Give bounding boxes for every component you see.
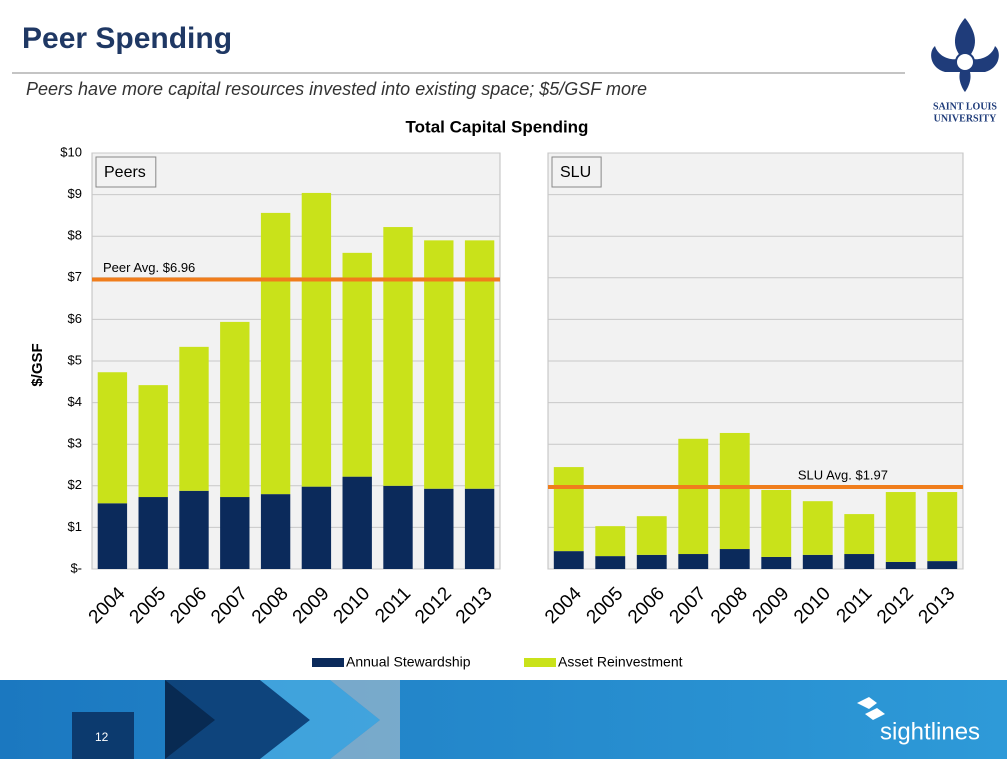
bar — [802, 501, 833, 555]
panel-label: Peers — [104, 164, 146, 181]
bar — [636, 516, 667, 555]
bar — [844, 554, 875, 569]
footer-banner: 12 sightlines — [0, 680, 1007, 759]
bar — [220, 497, 250, 569]
bar — [719, 432, 750, 550]
bar — [301, 192, 332, 487]
logo-text: UNIVERSITY — [934, 113, 998, 124]
bar — [97, 372, 128, 504]
bar — [885, 492, 916, 562]
bar — [678, 438, 709, 555]
legend-swatch — [312, 658, 344, 667]
y-tick-label: $2 — [68, 477, 82, 492]
university-logo: SAINT LOUIS UNIVERSITY — [931, 18, 999, 124]
y-tick-label: $8 — [68, 228, 82, 243]
y-tick-label: $10 — [60, 144, 82, 159]
legend-label: Annual Stewardship — [346, 654, 471, 670]
bar — [138, 497, 168, 569]
bar — [636, 554, 667, 569]
bar — [342, 252, 372, 477]
bar — [138, 385, 168, 498]
bar — [595, 556, 626, 569]
bar — [464, 488, 495, 569]
y-tick-label: $1 — [68, 519, 82, 534]
y-tick-label: $7 — [68, 269, 82, 284]
bar — [179, 490, 209, 569]
bar — [844, 514, 875, 555]
bar — [595, 526, 626, 557]
bar — [719, 549, 750, 569]
y-tick-label: $- — [70, 560, 82, 575]
bar — [97, 503, 128, 569]
bar — [553, 467, 584, 552]
annotation: SLU Avg. $1.97 — [798, 467, 888, 482]
bar — [383, 227, 413, 486]
y-tick-label: $5 — [68, 352, 82, 367]
slide-subtitle: Peers have more capital resources invest… — [26, 79, 647, 99]
panel-label-box — [551, 156, 602, 188]
bar — [179, 346, 209, 491]
bar — [927, 492, 958, 562]
slide-title: Peer Spending — [22, 22, 232, 55]
bar — [260, 212, 291, 495]
chart-title: Total Capital Spending — [406, 117, 589, 136]
bar — [424, 488, 454, 569]
bar — [464, 240, 495, 489]
bar — [761, 556, 792, 569]
bar — [424, 240, 454, 489]
page-number: 12 — [95, 730, 109, 744]
bar — [383, 485, 413, 569]
bar — [927, 561, 958, 569]
annotation: Peer Avg. $6.96 — [103, 260, 195, 275]
legend-label: Asset Reinvestment — [558, 654, 683, 670]
bar — [220, 321, 250, 498]
bar — [802, 554, 833, 569]
y-tick-label: $9 — [68, 186, 82, 201]
bar — [553, 551, 584, 569]
bar — [885, 561, 916, 569]
bar — [678, 554, 709, 569]
bar — [260, 494, 291, 569]
panel-label-box — [95, 156, 157, 188]
y-tick-label: $4 — [68, 394, 82, 409]
bar — [342, 476, 372, 569]
bar — [301, 486, 332, 569]
panel-label: SLU — [560, 164, 591, 181]
legend-swatch — [524, 658, 556, 667]
y-tick-label: $3 — [68, 436, 82, 451]
logo-text: SAINT LOUIS — [933, 101, 997, 112]
bar — [761, 489, 792, 557]
brand: sightlines — [880, 718, 980, 745]
y-axis-label: $/GSF — [29, 343, 46, 386]
y-tick-label: $6 — [68, 311, 82, 326]
